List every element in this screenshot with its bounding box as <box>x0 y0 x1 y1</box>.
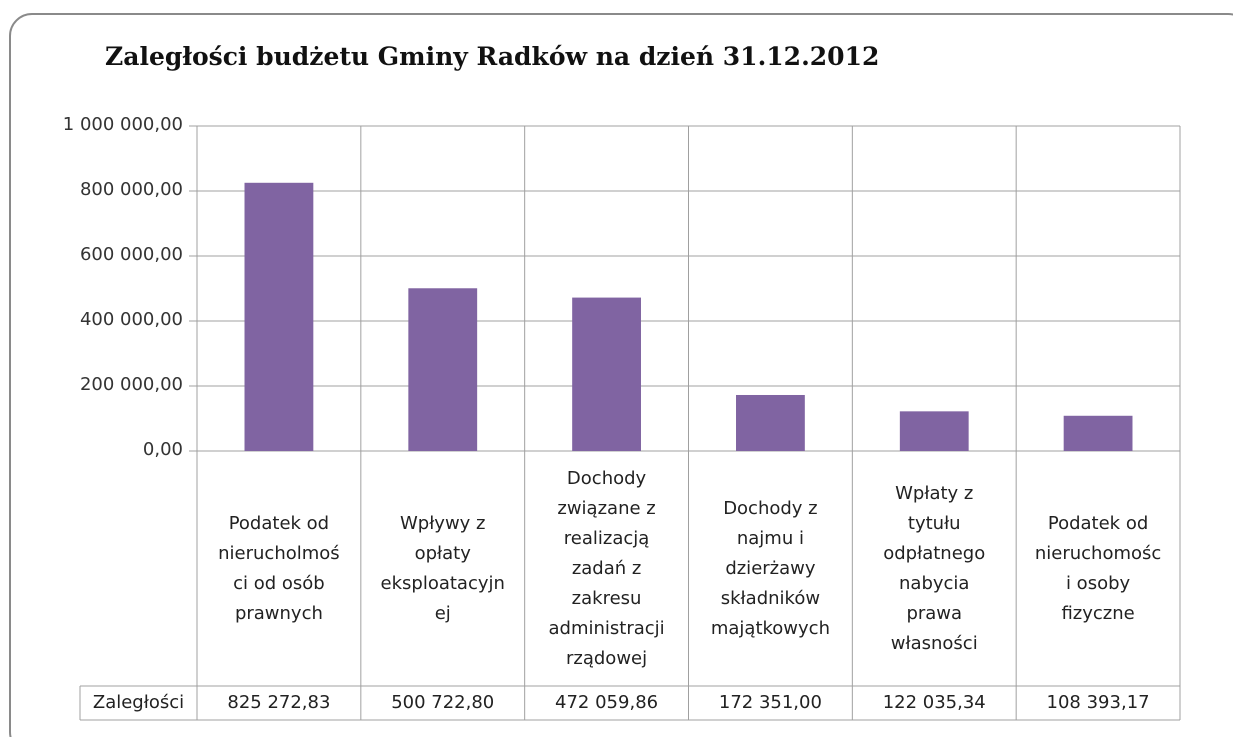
bar <box>899 411 969 451</box>
y-tick-label: 400 000,00 <box>79 309 183 330</box>
x-tick-label: Wpływy z opłaty eksploatacyjnej <box>380 512 505 624</box>
data-label: 472 059,86 <box>555 692 659 713</box>
data-label: 500 722,80 <box>391 692 495 713</box>
y-tick-label: 1 000 000,00 <box>62 114 183 135</box>
bar <box>1063 415 1133 451</box>
bar <box>736 394 805 451</box>
x-tick-label: Dochody z najmu i dzierżawy składników m… <box>710 497 830 639</box>
data-label: 122 035,34 <box>882 692 986 713</box>
data-label: 108 393,17 <box>1046 692 1150 713</box>
x-tick-label: Podatek od nierucholmości od osób prawny… <box>218 512 340 624</box>
y-tick-label: 0,00 <box>142 439 183 460</box>
data-label: 172 351,00 <box>718 692 822 713</box>
x-tick-label: Podatek od nieruchomości osoby fizyczne <box>1034 512 1162 624</box>
bar <box>408 288 478 451</box>
y-tick-label: 200 000,00 <box>79 374 183 395</box>
bar <box>572 297 641 451</box>
y-tick-label: 800 000,00 <box>79 179 183 200</box>
bar <box>244 182 314 452</box>
x-tick-label: Dochody związane z realizacją zadań z za… <box>548 467 665 669</box>
x-tick-label: Wpłaty z tytułu odpłatnego nabycia prawa… <box>883 482 986 654</box>
y-tick-label: 600 000,00 <box>79 244 183 265</box>
chart-title: Zaległości budżetu Gminy Radków na dzień… <box>105 42 880 71</box>
legend-entry: Zaległości <box>92 692 185 713</box>
data-label: 825 272,83 <box>227 692 331 713</box>
